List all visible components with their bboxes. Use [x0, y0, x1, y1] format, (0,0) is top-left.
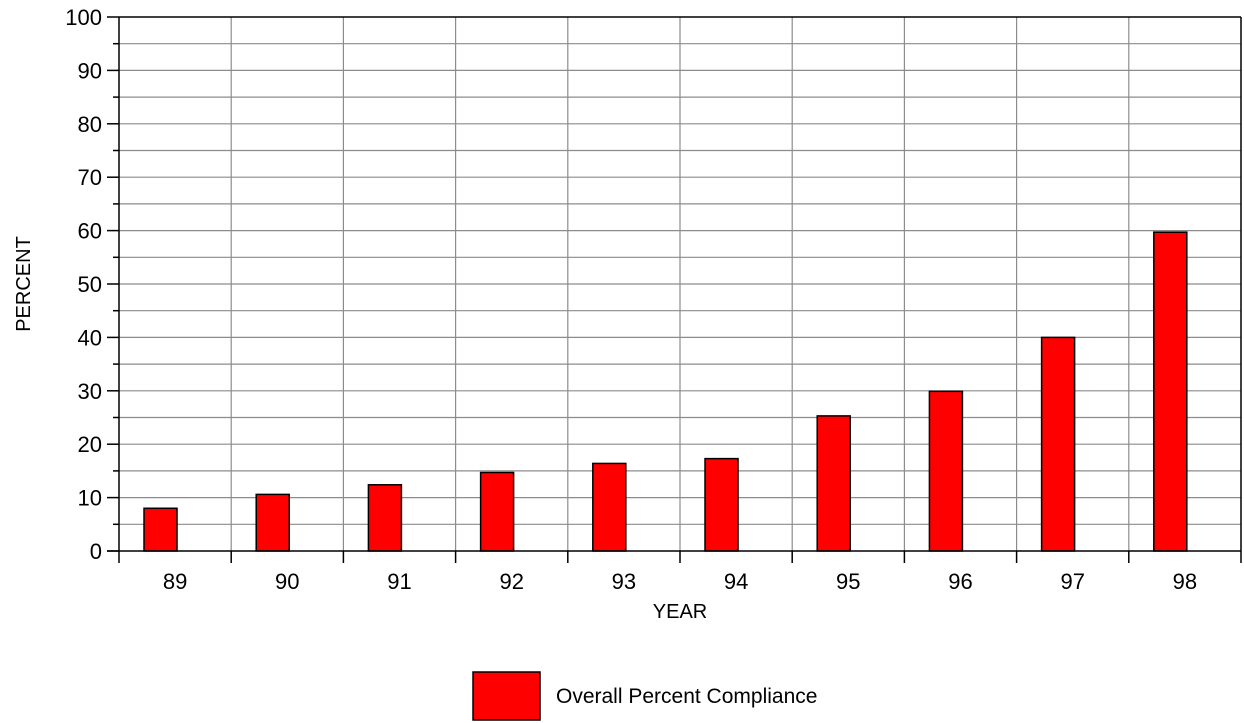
x-tick-label: 90: [275, 569, 299, 594]
x-tick-label: 97: [1060, 569, 1084, 594]
bars: [143, 231, 1188, 552]
x-tick-label: 92: [499, 569, 523, 594]
x-tick-label: 94: [724, 569, 748, 594]
y-tick-label: 50: [78, 272, 102, 297]
x-tick-label: 96: [948, 569, 972, 594]
y-tick-label: 30: [78, 379, 102, 404]
y-tick-label: 10: [78, 486, 102, 511]
legend-label: Overall Percent Compliance: [556, 685, 817, 708]
bar: [592, 462, 627, 552]
y-axis-title: PERCENT: [13, 236, 35, 332]
bar: [479, 471, 515, 552]
y-tick-label: 70: [78, 165, 102, 190]
grid-lines: [119, 17, 1241, 551]
bar: [1153, 231, 1188, 552]
bar: [255, 493, 290, 552]
bar: [928, 390, 964, 552]
x-tick-labels: 89 90 91 92 93 94 95 96 97 98: [163, 569, 1197, 594]
bar: [367, 484, 403, 552]
x-axis-title: YEAR: [653, 601, 707, 623]
y-tick-label: 0: [90, 539, 102, 564]
axes: [107, 16, 1242, 563]
x-tick-label: 91: [387, 569, 411, 594]
x-tick-label: 98: [1173, 569, 1197, 594]
x-tick-label: 89: [163, 569, 187, 594]
x-tick-label: 93: [612, 569, 636, 594]
legend-swatch: [472, 671, 541, 721]
bar: [1040, 336, 1076, 552]
y-tick-label: 60: [78, 219, 102, 244]
bar: [816, 415, 851, 552]
legend: Overall Percent Compliance: [472, 671, 817, 721]
y-tick-label: 80: [78, 112, 102, 137]
y-tick-label: 100: [65, 5, 102, 30]
bar: [143, 507, 178, 552]
y-tick-label: 40: [78, 325, 102, 350]
y-tick-label: 20: [78, 432, 102, 457]
y-tick-labels: 0 10 20 30 40 50 60 70 80 90 100: [65, 5, 102, 564]
x-tick-label: 95: [836, 569, 860, 594]
y-tick-label: 90: [78, 58, 102, 83]
bar: [704, 457, 739, 552]
